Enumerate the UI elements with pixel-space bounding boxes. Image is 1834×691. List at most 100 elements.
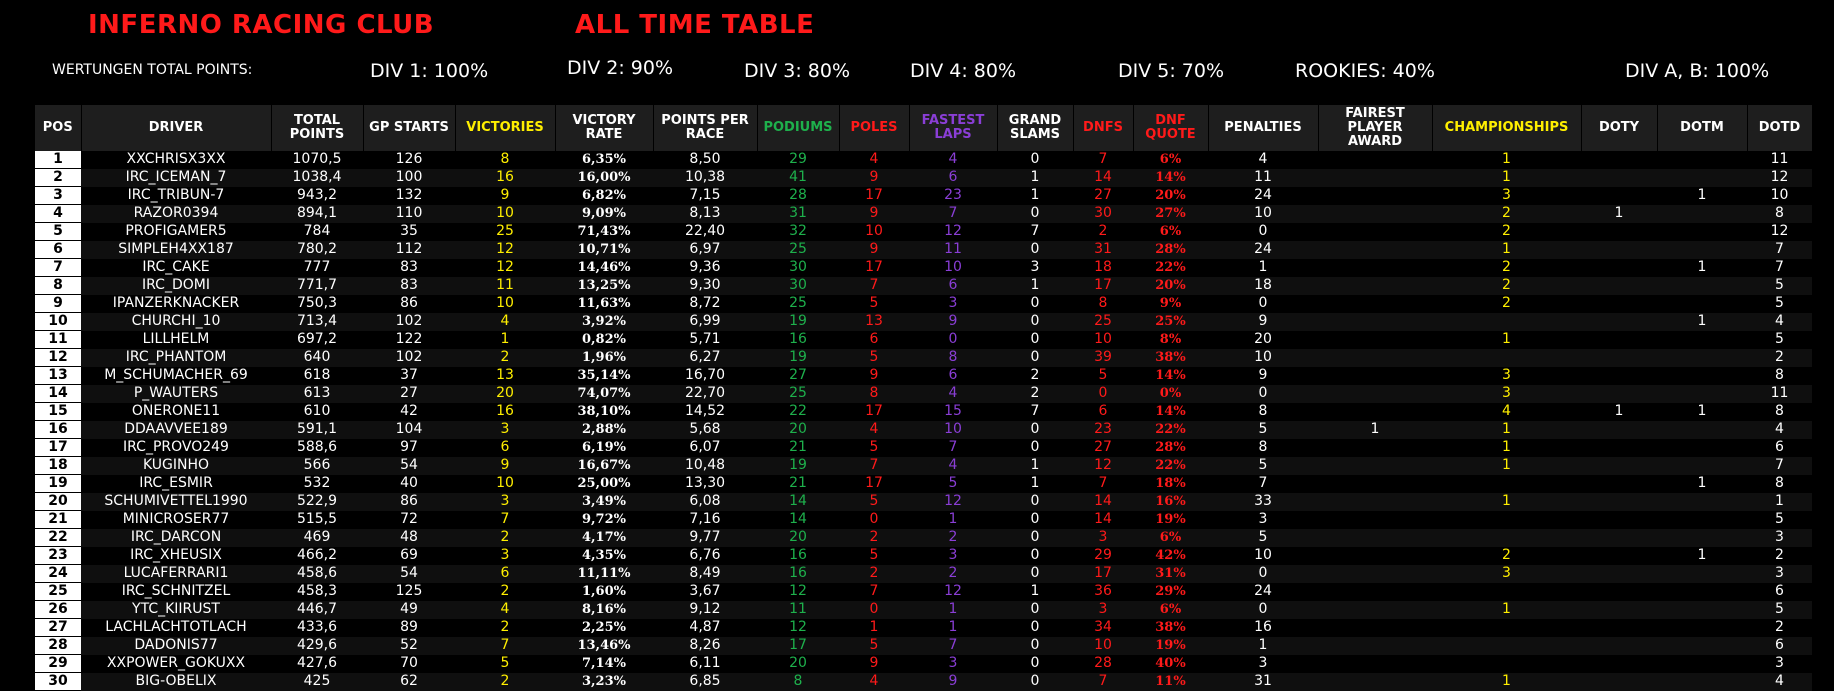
- cell-podiums: 31: [757, 204, 839, 223]
- cell-pen: 24: [1208, 582, 1318, 601]
- cell-poles: 9: [839, 366, 909, 385]
- cell-champ: 2: [1432, 546, 1581, 565]
- cell-dnfs: 10: [1073, 636, 1133, 655]
- cell-driver: XXCHRISX3XX: [81, 151, 271, 169]
- cell-slams: 2: [997, 366, 1073, 385]
- cell-champ: 1: [1432, 330, 1581, 349]
- cell-pos: 4: [35, 204, 81, 223]
- cell-dnfs: 36: [1073, 582, 1133, 601]
- cell-dnfq: 11%: [1133, 672, 1208, 691]
- div-ab-weight: DIV A, B: 100%: [1625, 60, 1770, 82]
- cell-starts: 86: [363, 492, 455, 511]
- cell-victories: 10: [455, 474, 555, 493]
- cell-dotm: 1: [1657, 312, 1747, 331]
- cell-vrate: 7,14%: [555, 654, 653, 673]
- cell-dnfq: 18%: [1133, 474, 1208, 493]
- cell-driver: CHURCHI_10: [81, 312, 271, 331]
- cell-dotd: 8: [1747, 402, 1812, 421]
- cell-dotd: 8: [1747, 366, 1812, 385]
- cell-pos: 3: [35, 186, 81, 205]
- cell-dnfq: 25%: [1133, 312, 1208, 331]
- cell-driver: IRC_PHANTOM: [81, 348, 271, 367]
- cell-podiums: 41: [757, 168, 839, 187]
- cell-points: 713,4: [271, 312, 363, 331]
- cell-driver: LILLHELM: [81, 330, 271, 349]
- table-row: 9 IPANZERKNACKER 750,3 86 10 11,63% 8,72 25 5 3 0 8…: [35, 294, 1812, 313]
- cell-dnfs: 12: [1073, 456, 1133, 475]
- cell-starts: 125: [363, 582, 455, 601]
- cell-vrate: 25,00%: [555, 474, 653, 493]
- cell-dotd: 3: [1747, 528, 1812, 547]
- cell-dotd: 8: [1747, 204, 1812, 223]
- cell-pos: 30: [35, 672, 81, 691]
- cell-driver: LACHLACHTOTLACH: [81, 618, 271, 637]
- cell-pos: 13: [35, 366, 81, 385]
- cell-pen: 5: [1208, 420, 1318, 439]
- cell-dotd: 11: [1747, 151, 1812, 169]
- table-row: 13 M_SCHUMACHER_69 618 37 13 35,14% 16,70 27 9 6 2…: [35, 366, 1812, 385]
- cell-poles: 4: [839, 420, 909, 439]
- cell-fastest: 0: [909, 330, 997, 349]
- cell-slams: 0: [997, 348, 1073, 367]
- cell-points: 458,6: [271, 564, 363, 583]
- cell-champ: 1: [1432, 492, 1581, 511]
- cell-victories: 4: [455, 600, 555, 619]
- cell-dotd: 11: [1747, 384, 1812, 403]
- cell-dotm: [1657, 222, 1747, 241]
- cell-pen: 10: [1208, 348, 1318, 367]
- cell-victories: 9: [455, 456, 555, 475]
- cell-doty: [1581, 420, 1657, 439]
- cell-poles: 2: [839, 528, 909, 547]
- cell-champ: [1432, 618, 1581, 637]
- cell-slams: 7: [997, 402, 1073, 421]
- cell-champ: [1432, 636, 1581, 655]
- cell-dotd: 10: [1747, 186, 1812, 205]
- cell-ppr: 9,12: [653, 600, 757, 619]
- cell-points: 750,3: [271, 294, 363, 313]
- cell-dotd: 3: [1747, 654, 1812, 673]
- cell-points: 466,2: [271, 546, 363, 565]
- cell-victories: 10: [455, 294, 555, 313]
- cell-pos: 21: [35, 510, 81, 529]
- cell-slams: 0: [997, 294, 1073, 313]
- cell-podiums: 12: [757, 582, 839, 601]
- cell-pos: 16: [35, 420, 81, 439]
- cell-doty: [1581, 258, 1657, 277]
- table-row: 12 IRC_PHANTOM 640 102 2 1,96% 6,27 19 5 8 0 39 38% 1…: [35, 348, 1812, 367]
- cell-slams: 0: [997, 204, 1073, 223]
- cell-fair: [1318, 402, 1432, 421]
- cell-victories: 12: [455, 258, 555, 277]
- cell-starts: 83: [363, 276, 455, 295]
- cell-doty: [1581, 618, 1657, 637]
- cell-points: 780,2: [271, 240, 363, 259]
- cell-fastest: 6: [909, 366, 997, 385]
- cell-starts: 110: [363, 204, 455, 223]
- cell-doty: [1581, 654, 1657, 673]
- cell-vrate: 35,14%: [555, 366, 653, 385]
- cell-driver: DDAAVVEE189: [81, 420, 271, 439]
- cell-dotm: [1657, 600, 1747, 619]
- cell-dotd: 12: [1747, 168, 1812, 187]
- cell-slams: 1: [997, 276, 1073, 295]
- cell-podiums: 27: [757, 366, 839, 385]
- cell-pen: 10: [1208, 546, 1318, 565]
- cell-doty: [1581, 510, 1657, 529]
- column-header-fair: FAIREST PLAYER AWARD: [1318, 105, 1433, 151]
- club-title: INFERNO RACING CLUB: [88, 10, 435, 40]
- cell-points: 433,6: [271, 618, 363, 637]
- cell-podiums: 12: [757, 618, 839, 637]
- div-1-weight: DIV 1: 100%: [370, 60, 489, 82]
- cell-poles: 17: [839, 402, 909, 421]
- cell-champ: 1: [1432, 600, 1581, 619]
- cell-pen: 5: [1208, 528, 1318, 547]
- cell-fair: [1318, 474, 1432, 493]
- cell-fair: [1318, 330, 1432, 349]
- cell-points: 522,9: [271, 492, 363, 511]
- cell-poles: 9: [839, 204, 909, 223]
- cell-vrate: 13,25%: [555, 276, 653, 295]
- table-row: 25 IRC_SCHNITZEL 458,3 125 2 1,60% 3,67 12 7 12 1 3…: [35, 582, 1812, 601]
- cell-dnfq: 19%: [1133, 636, 1208, 655]
- cell-pen: 4: [1208, 151, 1318, 169]
- cell-points: 618: [271, 366, 363, 385]
- cell-starts: 97: [363, 438, 455, 457]
